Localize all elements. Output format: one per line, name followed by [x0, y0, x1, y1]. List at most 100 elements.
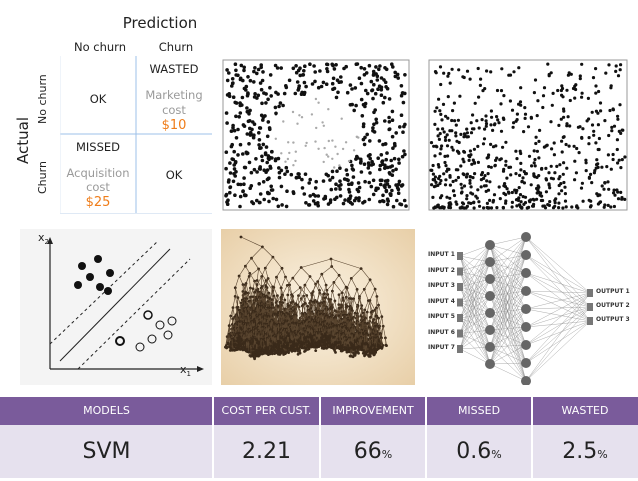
- scatter-point: [400, 94, 404, 98]
- scatter-point: [346, 91, 350, 95]
- scatter-point: [335, 169, 339, 173]
- scatter-point: [496, 118, 499, 121]
- scatter-point: [326, 63, 330, 67]
- scatter-point: [615, 188, 618, 191]
- scatter-point: [524, 201, 527, 204]
- scatter-point: [323, 147, 325, 149]
- scatter-point: [474, 102, 477, 105]
- scatter-point: [562, 136, 565, 139]
- scatter-point: [535, 136, 538, 139]
- scatter-point: [367, 181, 371, 185]
- scatter-point: [443, 130, 446, 133]
- scatter-point: [455, 124, 458, 127]
- scatter-point: [501, 146, 504, 149]
- scatter-point: [260, 102, 264, 106]
- scatter-point: [241, 189, 245, 193]
- scatter-point: [606, 180, 609, 183]
- svm-axis-y-label: x2: [38, 231, 49, 246]
- scatter-point: [277, 157, 281, 161]
- scatter-point: [481, 118, 484, 121]
- scatter-point: [524, 117, 527, 120]
- scatter-point: [519, 193, 522, 196]
- scatter-point: [530, 116, 533, 119]
- scatter-point: [557, 202, 560, 205]
- scatter-point: [336, 78, 340, 82]
- scatter-point: [294, 64, 298, 68]
- cell-acquisition-cost-text: cost: [60, 180, 136, 194]
- scatter-point: [246, 94, 250, 98]
- scatter-point: [269, 185, 273, 189]
- scatter-point: [285, 166, 289, 170]
- scatter-point: [477, 200, 480, 203]
- scatter-point: [516, 113, 519, 116]
- scatter-point: [314, 180, 318, 184]
- scatter-point: [235, 136, 239, 140]
- scatter-point: [345, 178, 349, 182]
- scatter-point: [578, 151, 581, 154]
- scatter-point: [376, 156, 380, 160]
- scatter-point: [449, 206, 452, 209]
- scatter-point: [328, 178, 332, 182]
- scatter-point: [482, 177, 485, 180]
- scatter-point: [581, 182, 584, 185]
- scatter-point: [491, 129, 494, 132]
- scatter-point: [378, 168, 382, 172]
- scatter-point: [368, 64, 372, 68]
- scatter-point: [469, 175, 472, 178]
- scatter-point: [225, 111, 229, 115]
- scatter-point: [580, 96, 583, 99]
- scatter-point: [514, 172, 517, 175]
- scatter-point: [362, 138, 366, 142]
- decision-tree-panel: [221, 229, 415, 385]
- scatter-point: [519, 150, 522, 153]
- scatter-point: [468, 159, 471, 162]
- scatter-point: [335, 196, 339, 200]
- scatter-point: [374, 65, 378, 69]
- scatter-point: [603, 206, 606, 209]
- scatter-point: [268, 165, 272, 169]
- row-label-churn: Churn: [36, 161, 49, 194]
- scatter-point: [294, 160, 296, 162]
- scatter-point: [519, 162, 522, 165]
- scatter-point: [336, 153, 338, 155]
- scatter-point: [248, 161, 252, 165]
- scatter-point: [470, 131, 473, 134]
- scatter-point: [389, 159, 393, 163]
- scatter-point: [449, 82, 452, 85]
- scatter-point: [459, 164, 462, 167]
- scatter-point: [473, 161, 476, 164]
- tree-node: [225, 344, 228, 347]
- scatter-point: [518, 186, 521, 189]
- scatter-point: [261, 70, 265, 74]
- scatter-point: [512, 70, 515, 73]
- scatter-point: [591, 111, 594, 114]
- scatter-point: [463, 132, 466, 135]
- scatter-point: [478, 126, 481, 129]
- scatter-point: [249, 131, 253, 135]
- scatter-point: [287, 158, 289, 160]
- cell-ok-churn: OK: [136, 168, 212, 182]
- scatter-point: [345, 168, 349, 172]
- tree-node: [248, 272, 251, 275]
- scatter-point: [258, 167, 262, 171]
- scatter-point: [440, 206, 443, 209]
- scatter-point: [574, 83, 577, 86]
- scatter-point: [400, 84, 404, 88]
- scatter-point: [317, 102, 319, 104]
- scatter-point: [394, 168, 398, 172]
- scatter-point: [438, 109, 441, 112]
- scatter-point: [359, 161, 363, 165]
- scatter-point: [303, 81, 307, 85]
- scatter-point: [439, 147, 442, 150]
- scatter-point: [391, 146, 395, 150]
- scatter-point: [534, 78, 537, 81]
- scatter-point: [247, 120, 251, 124]
- scatter-point: [565, 89, 568, 92]
- scatter-point: [435, 145, 438, 148]
- scatter-point: [477, 161, 480, 164]
- scatter-point: [371, 126, 375, 130]
- scatter-point: [338, 179, 342, 183]
- scatter-point: [612, 153, 615, 156]
- scatter-point: [595, 158, 598, 161]
- scatter-point: [395, 199, 399, 203]
